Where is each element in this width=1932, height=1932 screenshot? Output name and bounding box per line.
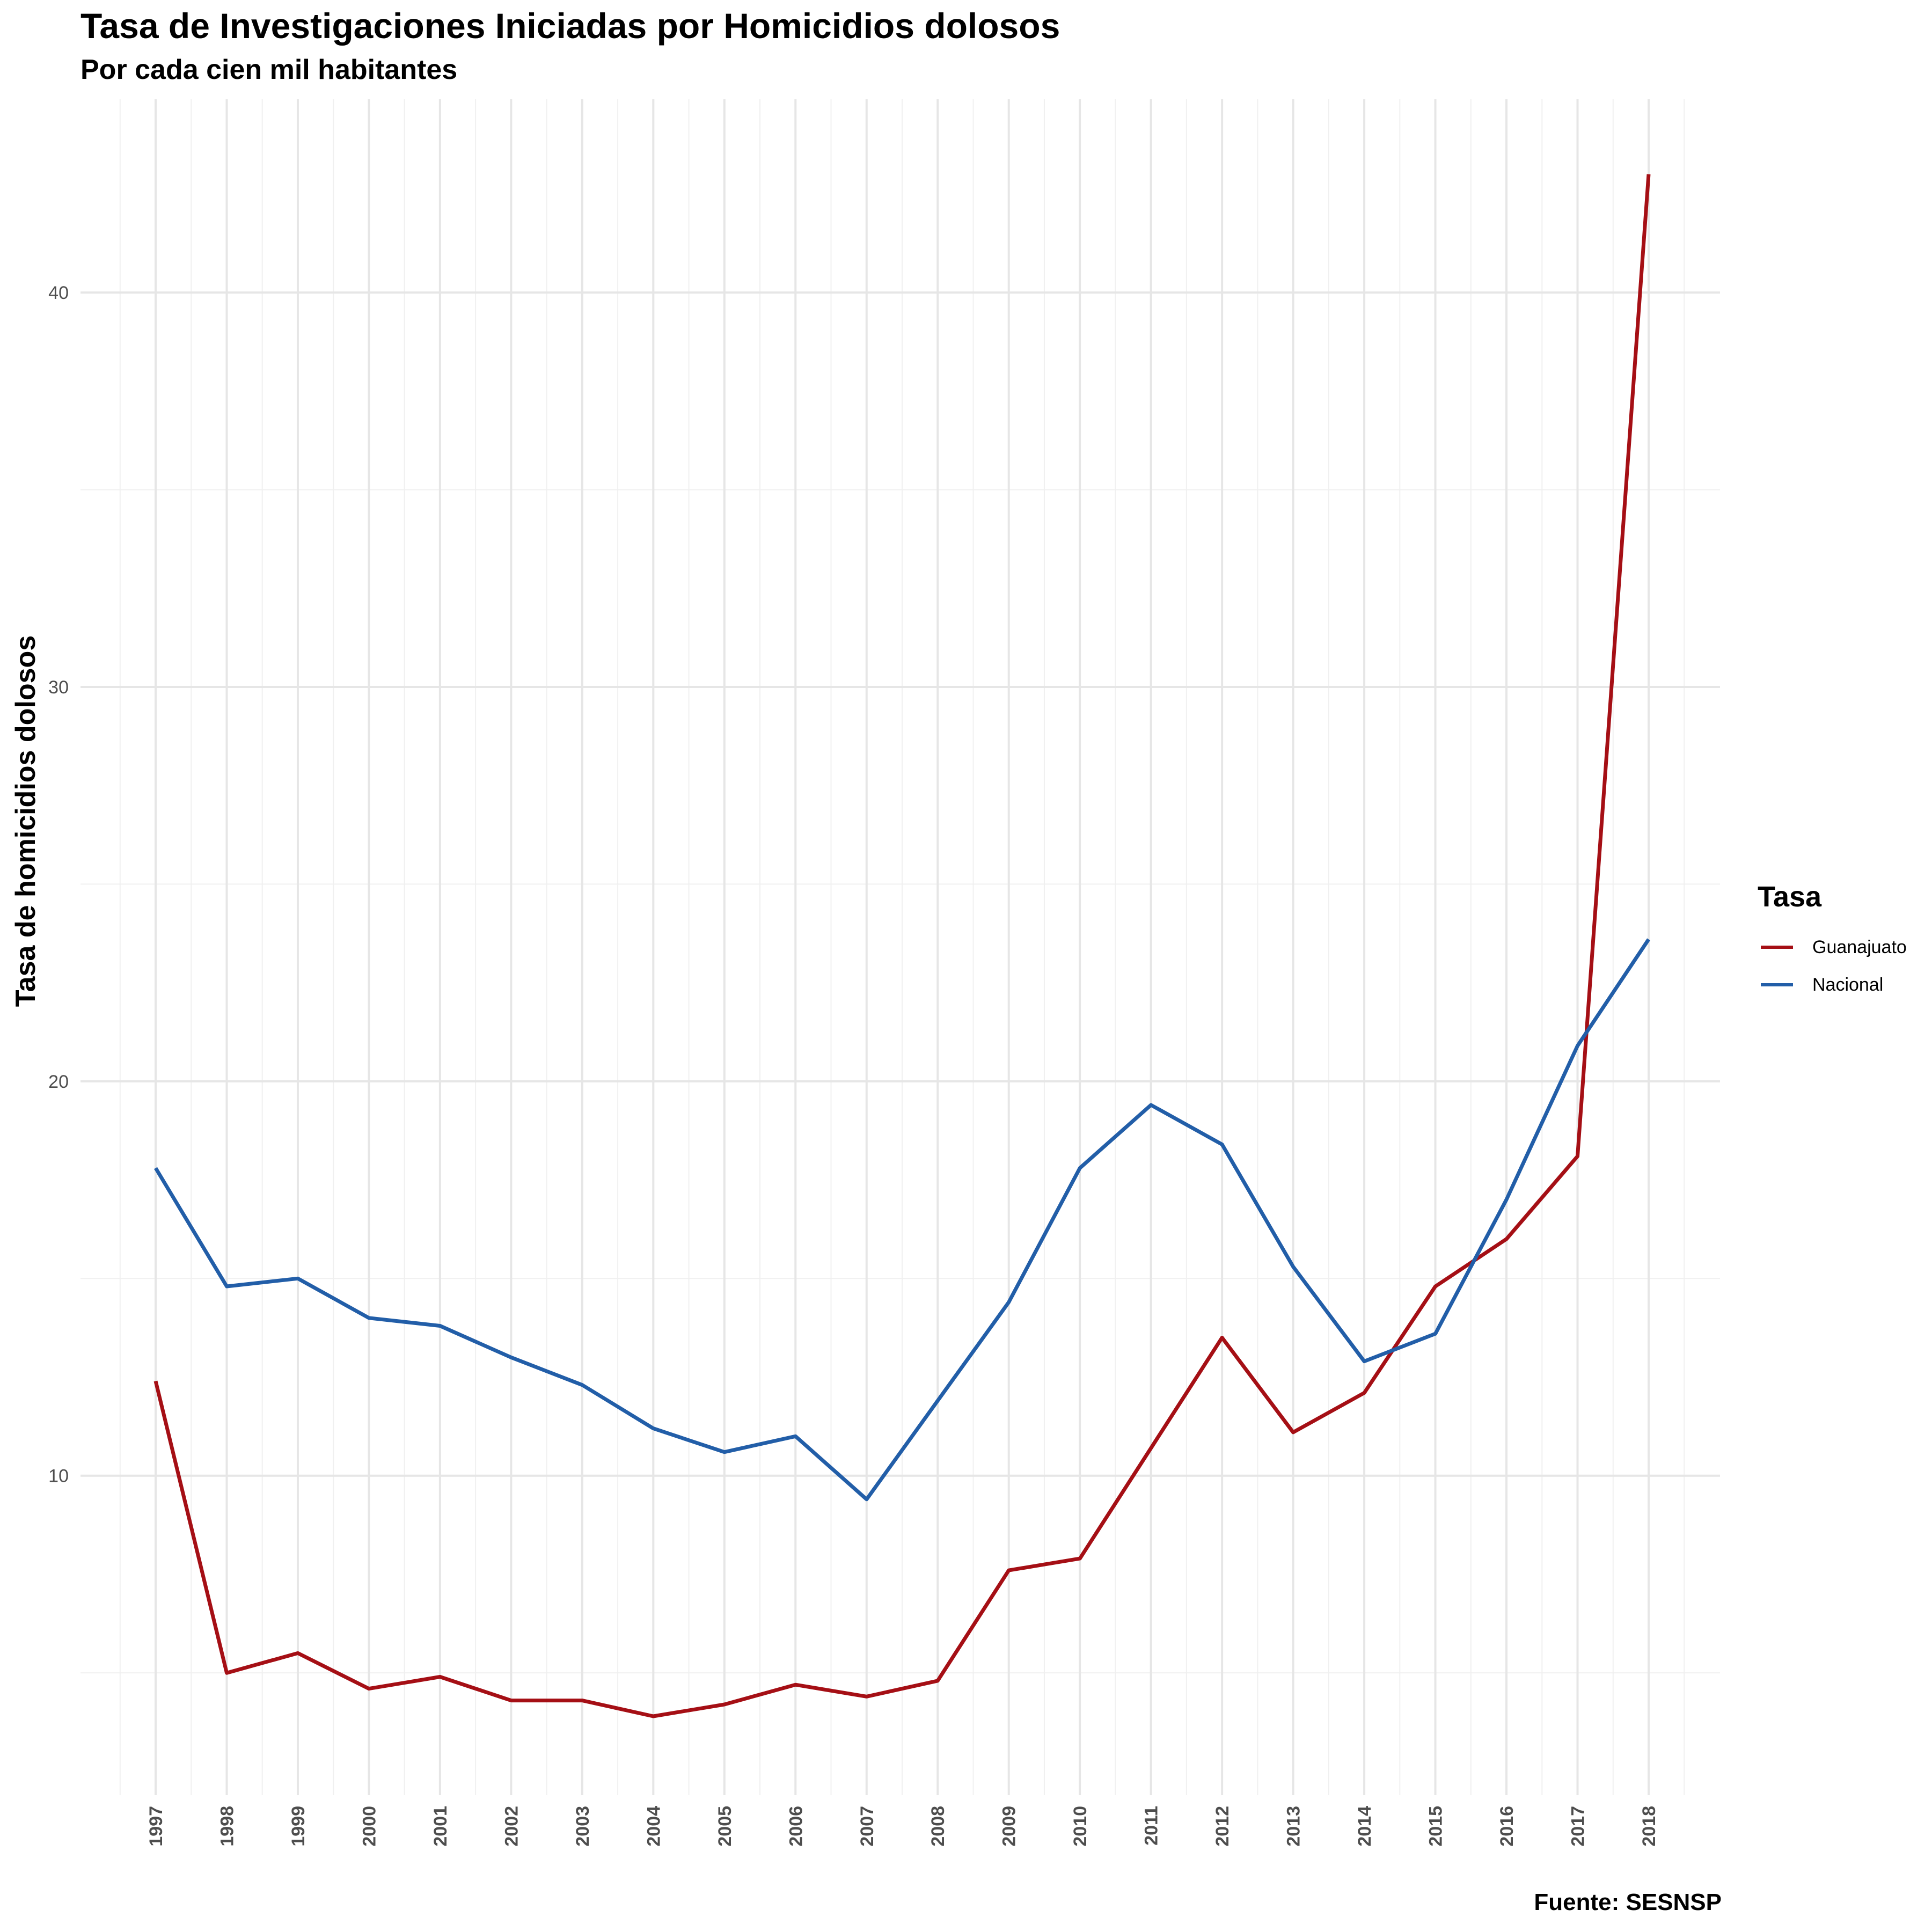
x-tick-label: 2011 [1141, 1806, 1162, 1846]
x-tick-label: 2017 [1568, 1806, 1589, 1847]
x-tick-label: 1997 [146, 1806, 166, 1847]
legend: Tasa Guanajuato Nacional [1758, 880, 1907, 1004]
legend-title: Tasa [1758, 881, 1822, 913]
x-tick-label: 2001 [430, 1806, 451, 1847]
x-tick-label: 2013 [1284, 1806, 1304, 1847]
x-tick-label: 2018 [1639, 1806, 1659, 1847]
x-tick-label: 2008 [928, 1806, 948, 1847]
y-tick-label: 10 [48, 1466, 69, 1487]
y-tick-label: 40 [48, 283, 69, 303]
legend-label-nacional: Nacional [1812, 974, 1884, 995]
x-tick-label: 2015 [1426, 1806, 1446, 1847]
x-tick-label: 2016 [1497, 1806, 1517, 1847]
y-tick-label: 30 [48, 677, 69, 698]
x-tick-label: 2007 [857, 1806, 877, 1847]
x-tick-label: 2009 [999, 1806, 1020, 1847]
x-tick-label: 2006 [786, 1806, 806, 1847]
x-tick-label: 1998 [217, 1806, 237, 1847]
legend-label-guanajuato: Guanajuato [1812, 936, 1907, 957]
legend-item-nacional: Nacional [1758, 966, 1907, 1004]
source-caption: Fuente: SESNSP [1534, 1889, 1722, 1915]
series-line-nacional [153, 938, 1650, 1502]
x-tick-label: 2000 [359, 1806, 379, 1847]
x-tick-label: 2010 [1070, 1806, 1091, 1847]
x-tick-label: 2002 [501, 1806, 522, 1847]
legend-key-guanajuato [1761, 946, 1793, 949]
x-tick-label: 2012 [1212, 1806, 1233, 1847]
chart-subtitle: Por cada cien mil habitantes [80, 54, 458, 85]
x-tick-label: 1999 [288, 1806, 309, 1847]
x-tick-label: 2003 [573, 1806, 593, 1847]
legend-item-guanajuato: Guanajuato [1758, 928, 1907, 966]
x-tick-label: 2005 [715, 1806, 735, 1847]
series-line-guanajuato [153, 174, 1651, 1718]
x-tick-label: 2004 [643, 1806, 664, 1847]
legend-key-nacional [1761, 983, 1793, 986]
y-tick-label: 20 [48, 1072, 69, 1092]
x-tick-label: 2014 [1355, 1806, 1375, 1847]
chart-title: Tasa de Investigaciones Iniciadas por Ho… [80, 6, 1060, 46]
